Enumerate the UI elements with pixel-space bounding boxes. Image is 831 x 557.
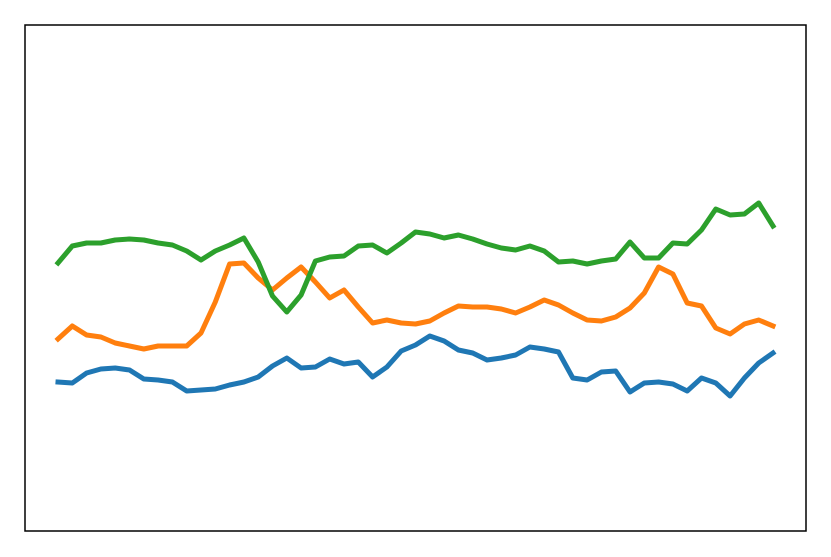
series-line-3 xyxy=(54,200,777,315)
series-line-2 xyxy=(54,260,777,352)
plot-frame xyxy=(24,24,807,532)
series-layer xyxy=(54,200,777,399)
series-line-1 xyxy=(55,333,777,399)
